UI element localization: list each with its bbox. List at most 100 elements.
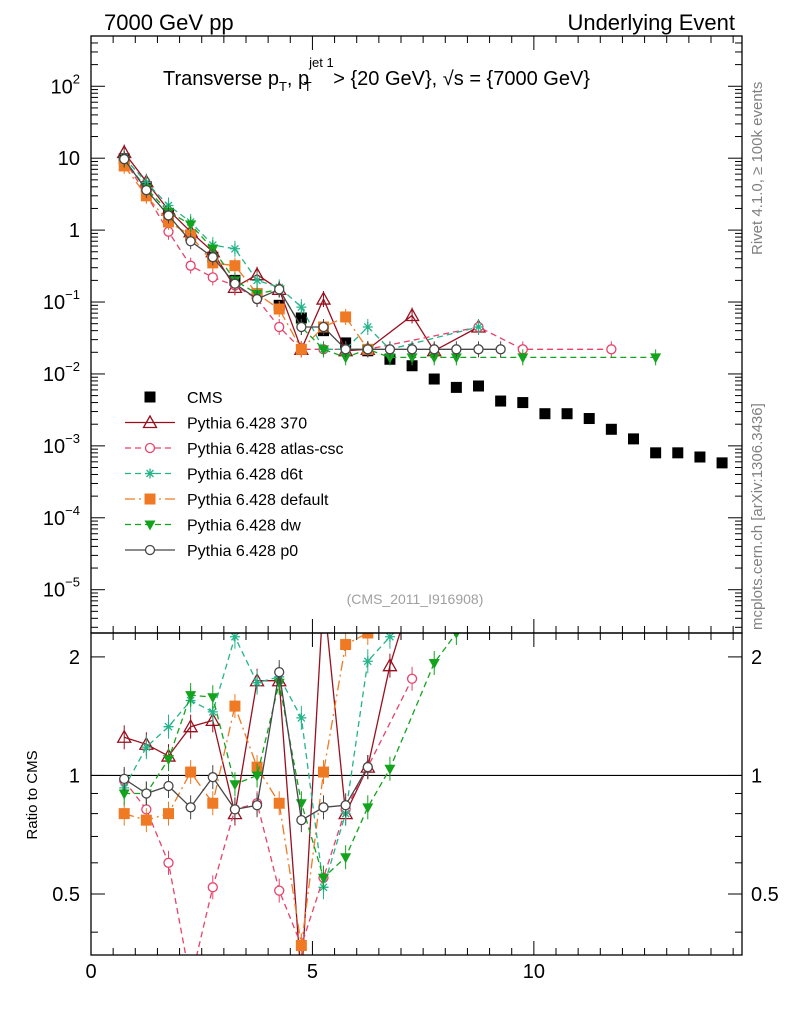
data-point	[229, 243, 240, 254]
ratio-point	[274, 666, 285, 678]
ratio-point	[406, 673, 418, 684]
legend-label: Pythia 6.428 default	[187, 492, 329, 509]
ratio-series-layer	[91, 633, 742, 955]
ratio-tick-label: 2	[69, 647, 80, 669]
mcplots-label: mcplots.cern.ch [arXiv:1306.3436]	[749, 403, 766, 630]
data-point	[295, 343, 307, 355]
y-tick-label: 102	[51, 71, 80, 98]
main-series-layer	[116, 144, 728, 469]
legend-item: Pythia 6.428 370	[125, 414, 307, 433]
ratio-point	[273, 797, 285, 809]
legend-item: Pythia 6.428 atlas-csc	[125, 441, 344, 458]
data-point	[207, 272, 218, 283]
data-point	[252, 275, 263, 286]
y-tick-label: 10−5	[43, 575, 80, 602]
ratio-point	[205, 712, 221, 727]
data-point	[185, 220, 197, 231]
ratio-point	[229, 804, 241, 815]
analysis-label: (CMS_2011_I916908)	[347, 591, 484, 607]
ratio-point	[340, 853, 352, 864]
data-point	[406, 353, 418, 364]
ratio-point	[340, 639, 352, 651]
data-point	[650, 353, 662, 364]
data-point	[473, 344, 484, 355]
ratio-tick-label-right: 2	[751, 647, 762, 669]
data-point	[694, 451, 706, 463]
data-point	[539, 408, 551, 420]
header-right: Underlying Event	[567, 10, 735, 35]
legend-label: Pythia 6.428 atlas-csc	[187, 441, 344, 458]
data-point	[583, 413, 595, 425]
header-left: 7000 GeV pp	[104, 10, 234, 35]
data-point	[517, 353, 529, 364]
y-tick-label: 10−2	[43, 359, 80, 386]
ratio-point	[362, 656, 373, 667]
data-point	[428, 373, 440, 385]
ratio-ylabel: Ratio to CMS	[24, 750, 41, 839]
ratio-point	[207, 693, 219, 704]
data-point	[185, 236, 196, 247]
ratio-point	[141, 788, 152, 799]
data-point	[362, 344, 373, 355]
ratio-point	[119, 773, 130, 785]
data-point	[495, 395, 507, 407]
data-point	[606, 344, 617, 355]
data-point	[207, 252, 218, 263]
ratio-point	[207, 797, 219, 809]
legend-item: Pythia 6.428 default	[125, 492, 329, 509]
data-point	[384, 353, 396, 364]
legend-label: CMS	[187, 390, 223, 407]
rivet-label: Rivet 4.1.0, ≥ 100k events	[749, 82, 766, 255]
ratio-series-6	[119, 660, 373, 833]
series-line-5	[123, 159, 656, 359]
data-point	[473, 321, 484, 332]
data-point	[251, 293, 263, 305]
data-point	[428, 353, 440, 364]
data-point	[495, 344, 506, 355]
ratio-point	[384, 633, 395, 642]
data-point	[650, 447, 662, 459]
ratio-point	[362, 803, 374, 814]
ratio-tick-label: 0.5	[52, 884, 80, 906]
data-point	[450, 381, 462, 393]
ratio-point	[318, 873, 329, 884]
ratio-point	[118, 808, 130, 820]
data-point	[229, 278, 241, 289]
ratio-point	[116, 729, 132, 743]
ratio-point	[340, 800, 351, 811]
data-point	[384, 344, 396, 355]
series-line-3	[123, 157, 479, 351]
ratio-point	[382, 657, 398, 672]
data-point	[450, 353, 462, 364]
ratio-point	[183, 718, 199, 733]
data-point	[517, 397, 529, 409]
data-point	[185, 260, 196, 271]
data-point	[628, 433, 639, 445]
data-point	[141, 184, 152, 196]
ratio-point	[251, 800, 263, 811]
data-point	[163, 210, 174, 221]
ratio-point	[318, 802, 329, 813]
legend-marker	[144, 520, 156, 531]
data-point	[318, 321, 329, 333]
data-point	[451, 344, 462, 355]
data-point	[296, 321, 307, 333]
data-point	[318, 345, 329, 356]
ratio-point	[207, 882, 218, 893]
title-sup: jet 1	[308, 55, 334, 70]
data-point	[119, 153, 130, 165]
title-mid: , p	[287, 68, 309, 90]
ratio-point	[185, 691, 197, 702]
y-tick-label: 1	[69, 220, 80, 242]
ratio-point	[207, 706, 218, 717]
data-point	[672, 447, 684, 459]
ratio-frame	[90, 632, 743, 956]
ratio-point	[185, 766, 197, 778]
data-point	[315, 291, 332, 305]
axes-layer: 0 5 10 10 1 102 10−1 10−2 10−3 10−4 10−5 0.5 0.5 1 1 2 2	[43, 35, 779, 983]
data-point	[274, 321, 285, 333]
legend-marker	[145, 468, 155, 479]
data-point	[274, 284, 285, 295]
